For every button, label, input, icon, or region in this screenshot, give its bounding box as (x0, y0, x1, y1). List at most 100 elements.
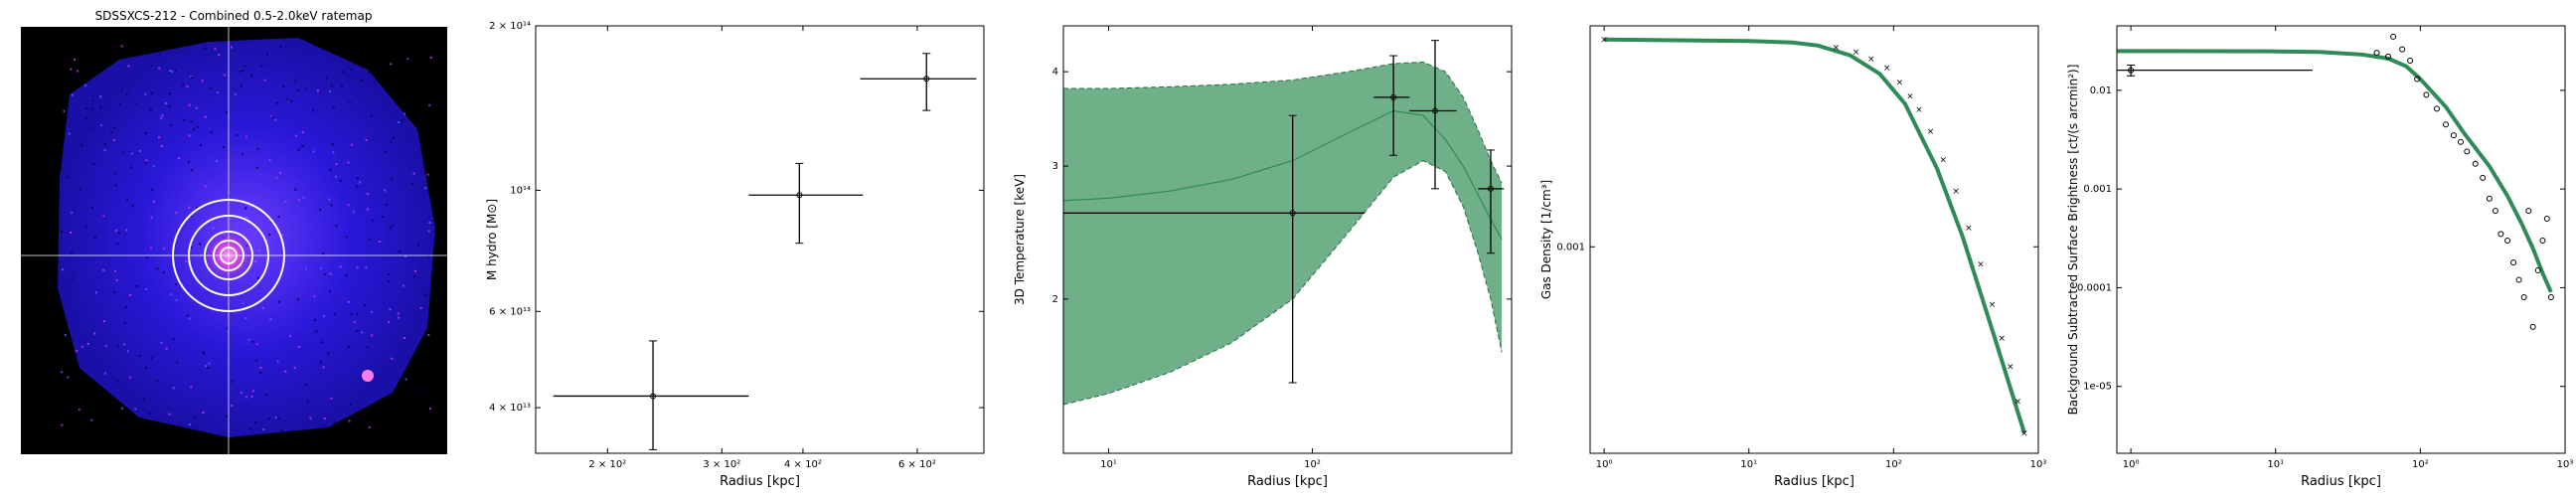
ratemap-speckle (202, 351, 205, 354)
data-point (2534, 266, 2541, 273)
ratemap-speckle (331, 143, 334, 146)
ratemap-speckle (247, 338, 250, 341)
x-tick-label: 10¹ (2267, 459, 2284, 470)
ratemap-speckle (429, 56, 432, 59)
ratemap-speckle (188, 317, 191, 320)
data-point (2525, 208, 2532, 215)
ratemap-speckle (199, 144, 202, 147)
ratemap-speckle (356, 177, 359, 180)
ratemap-speckle (120, 45, 123, 48)
ratemap-speckle (61, 423, 64, 426)
ratemap-speckle (103, 142, 106, 145)
ratemap-speckle (261, 306, 264, 309)
ratemap-speckle (91, 126, 94, 129)
ratemap-speckle (387, 272, 390, 275)
data-point (2373, 50, 2380, 57)
x-tick-label: 10³ (2030, 459, 2047, 470)
ratemap-speckle (426, 173, 429, 176)
ratemap-speckle (407, 45, 410, 48)
ratemap-speckle (68, 132, 71, 135)
ratemap-speckle (427, 230, 430, 233)
ratemap-speckle (309, 417, 312, 419)
ratemap-speckle (401, 119, 403, 122)
annulus-ring (213, 240, 244, 271)
ratemap-speckle (225, 111, 228, 114)
ratemap-speckle (121, 407, 124, 410)
ratemap-speckle (90, 207, 93, 210)
ratemap-speckle (145, 159, 148, 162)
ratemap-speckle (297, 88, 300, 91)
ratemap-speckle (174, 70, 177, 73)
ratemap-speckle (240, 392, 242, 395)
ratemap-speckle (204, 47, 207, 50)
ratemap-speckle (388, 321, 391, 324)
ratemap-speckle (320, 267, 323, 270)
ratemap-speckle (322, 423, 325, 426)
ratemap-speckle (114, 184, 117, 187)
ratemap-speckle (274, 417, 277, 419)
ratemap-speckle (424, 187, 427, 190)
ratemap-speckle (189, 423, 192, 426)
ratemap-speckle (125, 229, 128, 232)
ratemap-speckle (170, 293, 173, 296)
ratemap-speckle (130, 166, 133, 169)
ratemap-speckle (128, 376, 131, 379)
ratemap-speckle (360, 80, 363, 83)
ratemap-speckle (90, 107, 93, 110)
ratemap-speckle (186, 314, 189, 317)
ratemap-speckle (188, 206, 191, 209)
ratemap-speckle (151, 91, 154, 94)
ratemap-speckle (424, 293, 427, 296)
ratemap-speckle (256, 276, 259, 279)
y-tick-label: 0.01 (2090, 85, 2112, 96)
ratemap-speckle (392, 137, 395, 140)
ratemap-speckle (205, 365, 208, 368)
ratemap-speckle (365, 266, 368, 269)
ratemap-speckle (315, 330, 318, 333)
ratemap-speckle (113, 126, 116, 129)
ratemap-speckle (347, 204, 350, 207)
ratemap-speckle (71, 212, 74, 215)
ratemap-speckle (277, 418, 280, 420)
ratemap-speckle (193, 127, 196, 130)
ratemap-speckle (90, 418, 93, 421)
ratemap-speckle (284, 370, 287, 373)
ratemap-speckle (242, 301, 244, 304)
ratemap-speckle (231, 380, 234, 383)
data-point (1390, 93, 1397, 100)
ratemap-speckle (277, 216, 280, 219)
data-point (2472, 160, 2479, 167)
ratemap-speckle (301, 145, 304, 148)
ratemap-speckle (149, 413, 152, 416)
ratemap-speckle (335, 163, 338, 166)
model-line (1604, 37, 2026, 434)
ratemap-speckle (412, 275, 415, 278)
ratemap-speckle (210, 86, 213, 89)
ratemap-speckle (158, 136, 161, 139)
ratemap-speckle (371, 334, 374, 337)
ratemap-speckle (134, 102, 137, 105)
ratemap-speckle (92, 163, 95, 166)
ratemap-speckle (414, 385, 417, 388)
ratemap-speckle (156, 267, 159, 270)
ratemap-speckle (70, 68, 73, 71)
bright-source (362, 370, 374, 382)
ratemap-speckle (144, 161, 147, 164)
ratemap-speckle (165, 102, 168, 105)
ratemap-speckle (302, 196, 305, 199)
plot-frame (1062, 25, 1513, 454)
ratemap-speckle (398, 316, 401, 319)
ratemap-speckle (138, 150, 141, 153)
ratemap-speckle (391, 357, 394, 360)
data-point (2520, 294, 2527, 301)
ratemap-speckle (313, 295, 316, 298)
ratemap-speckle (323, 315, 326, 318)
annulus-ring (172, 199, 285, 312)
ratemap-speckle (373, 81, 376, 84)
ratemap-speckle (255, 359, 258, 362)
ratemap-speckle (224, 74, 227, 77)
ratemap-speckle (259, 366, 262, 369)
ratemap-speckle (63, 109, 66, 112)
data-point (1487, 185, 1494, 192)
ratemap-speckle (274, 118, 277, 121)
